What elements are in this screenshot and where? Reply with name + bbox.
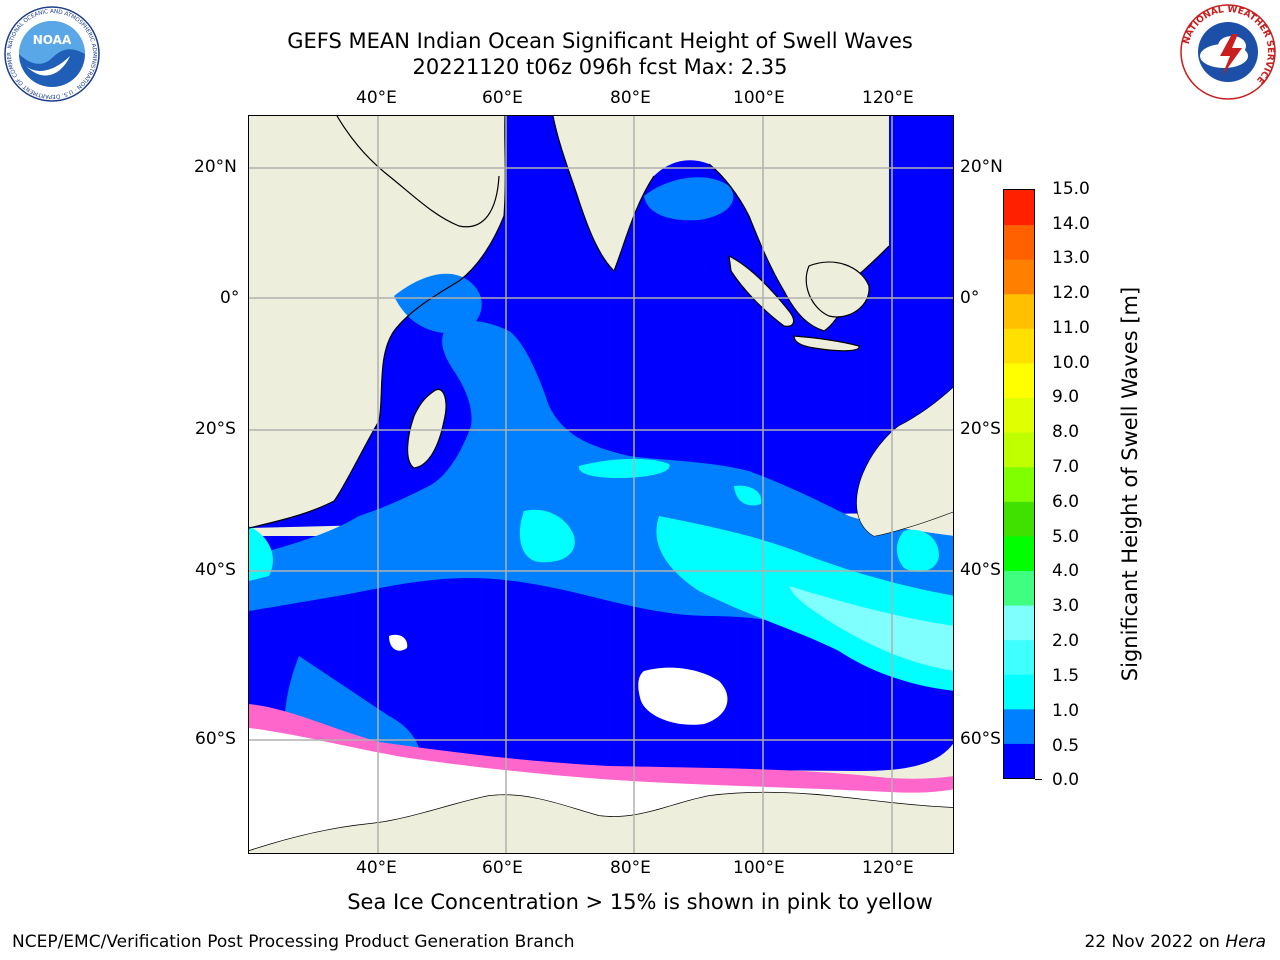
colorbar-tick: 6.0 bbox=[1052, 492, 1080, 512]
lat-label-right-40s: 40°S bbox=[960, 560, 1001, 580]
swell-band-high bbox=[896, 529, 939, 572]
lon-label-bottom-40e: 40°E bbox=[356, 858, 397, 878]
lat-label-left-0: 0° bbox=[220, 288, 240, 308]
chart-subtitle: 20221120 t06z 096h fcst Max: 2.35 bbox=[412, 55, 788, 79]
colorbar-tick: 1.0 bbox=[1052, 701, 1080, 721]
colorbar-tick: 15.0 bbox=[1052, 179, 1090, 199]
colorbar-tick: 13.0 bbox=[1052, 248, 1090, 268]
arabia-india-coast bbox=[336, 116, 655, 273]
colorbar-swatch bbox=[1004, 708, 1034, 744]
swell-band-high bbox=[249, 526, 273, 581]
borneo-island bbox=[805, 261, 870, 318]
colorbar-swatch bbox=[1004, 674, 1034, 710]
colorbar-swatch bbox=[1004, 190, 1034, 226]
colorbar bbox=[1003, 189, 1035, 779]
colorbar-swatch bbox=[1004, 743, 1034, 779]
swell-band-medium bbox=[394, 273, 482, 334]
lon-label-bottom-120e: 120°E bbox=[862, 858, 914, 878]
lat-label-left-20s: 20°S bbox=[195, 419, 236, 439]
colorbar-swatch bbox=[1004, 639, 1034, 675]
lat-label-right-60s: 60°S bbox=[960, 729, 1001, 749]
colorbar-tick: 3.0 bbox=[1052, 596, 1080, 616]
lon-label-bottom-80e: 80°E bbox=[610, 858, 651, 878]
colorbar-tick: 14.0 bbox=[1052, 214, 1090, 234]
colorbar-tick: 8.0 bbox=[1052, 422, 1080, 442]
colorbar-tick: 1.5 bbox=[1052, 666, 1080, 686]
credit-text: NCEP/EMC/Verification Post Processing Pr… bbox=[12, 932, 575, 952]
lat-label-right-20n: 20°N bbox=[960, 157, 1003, 177]
colorbar-swatch bbox=[1004, 328, 1034, 364]
lon-label-bottom-60e: 60°E bbox=[482, 858, 523, 878]
swell-height-map bbox=[249, 116, 953, 853]
colorbar-swatch bbox=[1004, 605, 1034, 641]
lon-label-top-80e: 80°E bbox=[610, 88, 651, 108]
map-panel bbox=[248, 115, 954, 854]
lat-label-right-20s: 20°S bbox=[960, 419, 1001, 439]
africa-coast bbox=[249, 116, 506, 529]
grid bbox=[249, 116, 953, 853]
madagascar-island bbox=[407, 388, 447, 469]
sea-ice-footnote: Sea Ice Concentration > 15% is shown in … bbox=[347, 890, 933, 914]
colorbar-swatch bbox=[1004, 259, 1034, 295]
colorbar-swatches bbox=[1004, 190, 1034, 779]
colorbar-swatch bbox=[1004, 501, 1034, 537]
antarctica-land bbox=[249, 792, 953, 853]
swell-band-high bbox=[519, 509, 575, 563]
missing-data-patch bbox=[389, 634, 408, 651]
colorbar-tick: 5.0 bbox=[1052, 527, 1080, 547]
colorbar-tick: 11.0 bbox=[1052, 318, 1090, 338]
colorbar-swatch bbox=[1004, 466, 1034, 502]
date-stamp: 22 Nov 2022 on Hera bbox=[1084, 932, 1266, 952]
colorbar-tick: 4.0 bbox=[1052, 561, 1080, 581]
missing-data-patch bbox=[638, 667, 728, 725]
colorbar-tick: 0.0 bbox=[1052, 770, 1080, 790]
lon-label-bottom-100e: 100°E bbox=[733, 858, 785, 878]
lat-label-right-0: 0° bbox=[960, 288, 980, 308]
lat-label-left-60s: 60°S bbox=[195, 729, 236, 749]
colorbar-tick: 9.0 bbox=[1052, 387, 1080, 407]
australia-land bbox=[856, 387, 953, 536]
colorbar-swatch bbox=[1004, 535, 1034, 571]
swell-band-high bbox=[578, 458, 670, 478]
lon-label-top-40e: 40°E bbox=[356, 88, 397, 108]
lon-label-top-120e: 120°E bbox=[862, 88, 914, 108]
colorbar-swatch bbox=[1004, 362, 1034, 399]
colorbar-swatch bbox=[1004, 397, 1034, 433]
date-text: 22 Nov 2022 on bbox=[1084, 932, 1220, 952]
nws-logo: NATIONAL WEATHER SERVICE bbox=[1180, 4, 1276, 100]
colorbar-tick: 2.0 bbox=[1052, 631, 1080, 651]
colorbar-swatch bbox=[1004, 293, 1034, 329]
swell-band-medium bbox=[644, 177, 734, 221]
colorbar-tick: 12.0 bbox=[1052, 283, 1090, 303]
colorbar-swatch bbox=[1004, 432, 1034, 468]
machine-name: Hera bbox=[1225, 932, 1266, 952]
svg-text:NOAA: NOAA bbox=[33, 33, 72, 47]
lat-label-left-40s: 40°S bbox=[195, 560, 236, 580]
lon-label-top-60e: 60°E bbox=[482, 88, 523, 108]
colorbar-swatch bbox=[1004, 570, 1034, 606]
noaa-logo: NATIONAL OCEANIC AND ATMOSPHERIC ADMINIS… bbox=[4, 6, 100, 102]
colorbar-swatch bbox=[1004, 224, 1034, 260]
chart-title: GEFS MEAN Indian Ocean Significant Heigh… bbox=[287, 29, 913, 53]
colorbar-label: Significant Height of Swell Waves [m] bbox=[1118, 286, 1142, 682]
colorbar-tick: 10.0 bbox=[1052, 353, 1090, 373]
lon-label-top-100e: 100°E bbox=[733, 88, 785, 108]
lat-label-left-20n: 20°N bbox=[194, 157, 237, 177]
colorbar-tick: 0.5 bbox=[1052, 736, 1080, 756]
sumatra-island bbox=[728, 254, 795, 327]
java-island bbox=[793, 335, 860, 352]
swell-band-peak bbox=[789, 586, 953, 671]
swell-band-high bbox=[734, 485, 762, 506]
colorbar-tick: 7.0 bbox=[1052, 457, 1080, 477]
